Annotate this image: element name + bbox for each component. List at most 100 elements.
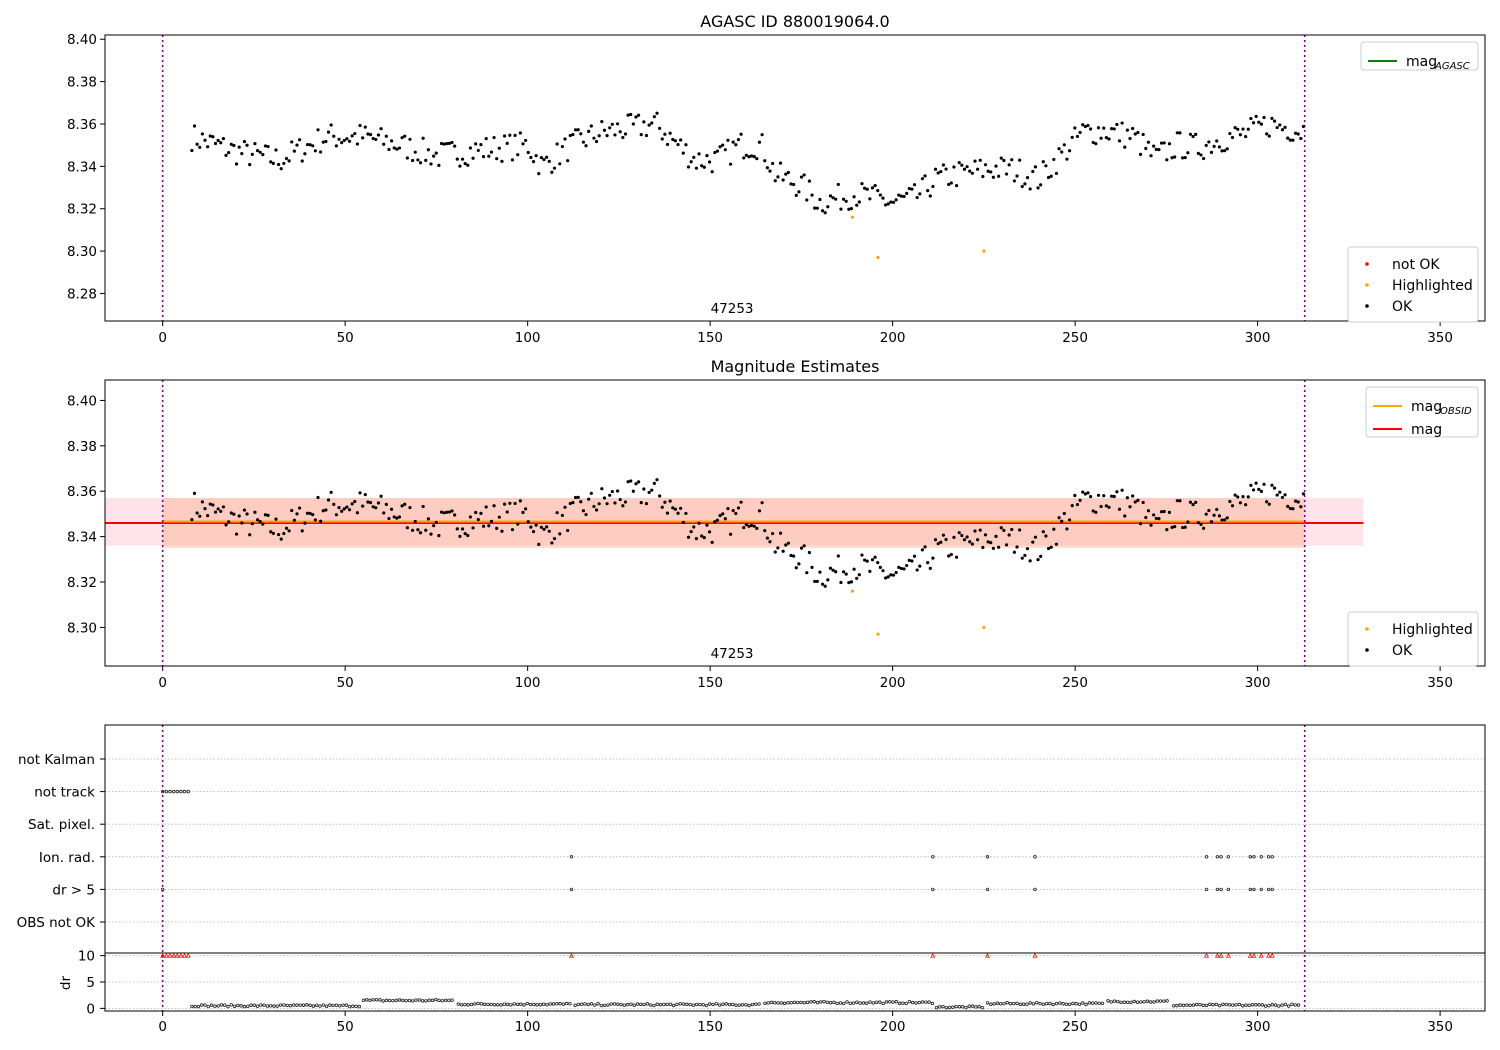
magest-ok-point: [710, 540, 714, 544]
agasc-ok-point: [1099, 136, 1103, 140]
agasc-ok-point: [1057, 147, 1061, 151]
magest-ok-point: [290, 508, 294, 513]
dr-point: [573, 1003, 577, 1008]
dr-point: [542, 1002, 546, 1006]
dr-point: [1244, 1003, 1248, 1007]
agasc-ok-point: [1157, 147, 1161, 152]
magest-ok-point: [1083, 492, 1087, 496]
dr-point: [424, 999, 428, 1003]
agasc-ok-point: [274, 148, 278, 152]
agasc-ok-point: [366, 132, 370, 136]
agasc-ok-point: [705, 153, 709, 158]
dr-point: [285, 1003, 289, 1008]
agasc-ok-point: [321, 140, 325, 144]
agasc-ok-point: [395, 147, 399, 151]
magest-ok-point: [1278, 490, 1282, 494]
magest-ok-point: [1301, 492, 1306, 496]
magest-ok-point: [547, 529, 551, 533]
agasc-ok-point: [1004, 172, 1009, 176]
magest-ok-point: [1078, 498, 1082, 502]
dr-point: [1178, 1003, 1182, 1007]
magest-ok-point: [1081, 490, 1085, 494]
magest-ok-point: [1044, 534, 1048, 538]
magest-ok-point: [1033, 535, 1038, 539]
agasc-ok-point: [1054, 171, 1059, 176]
agasc-ok-point: [860, 181, 864, 186]
agasc-x-tick-label: 350: [1427, 330, 1453, 346]
dr-point: [1155, 999, 1159, 1003]
flags-x-tick-label: 50: [337, 1019, 354, 1035]
agasc-ok-point: [747, 155, 751, 159]
agasc-ok-point: [728, 162, 733, 166]
agasc-ok-point: [1238, 133, 1242, 137]
agasc-ok-point: [505, 141, 509, 145]
agasc-ok-point: [910, 187, 914, 191]
magest-ok-point: [1010, 527, 1014, 532]
agasc-ok-point: [757, 140, 762, 144]
agasc-x-tick-label: 200: [880, 330, 906, 346]
magest-ok-point: [1031, 540, 1035, 544]
dr-point: [1296, 1003, 1301, 1007]
dr-point: [246, 1004, 250, 1009]
dr-point: [815, 1000, 820, 1005]
agasc-ok-point: [219, 141, 223, 145]
dr-point: [1231, 1003, 1235, 1007]
agasc-ok-point: [765, 166, 769, 170]
dr-point: [812, 1000, 816, 1004]
magest-ok-point: [363, 493, 367, 497]
magest-ok-point: [1107, 505, 1111, 509]
magest-ok-point: [1062, 511, 1066, 516]
magest-ok-point: [468, 515, 473, 519]
magest-ok-point: [579, 500, 583, 504]
agasc-ok-point: [965, 165, 969, 169]
magest-x-tick-label: 100: [515, 675, 541, 691]
dr-point: [427, 998, 431, 1002]
dr-point: [381, 999, 385, 1003]
agasc-ok-point: [663, 132, 667, 136]
agasc-ok-point: [1270, 116, 1274, 120]
dr-clipped-marker: [178, 952, 184, 958]
dr-point: [642, 1002, 646, 1007]
agasc-y-tick-label: 8.40: [67, 32, 97, 48]
agasc-ok-point: [1230, 135, 1235, 140]
dr-point: [525, 1001, 529, 1006]
dr-point: [1071, 1001, 1075, 1006]
magest-ok-point: [815, 579, 819, 584]
magest-ok-point: [739, 500, 743, 504]
magest-ok-point: [1251, 488, 1256, 492]
magest-ok-point: [250, 522, 254, 526]
dr-point: [612, 1002, 617, 1006]
agasc-ok-point: [679, 138, 683, 142]
dr-point: [1280, 1003, 1284, 1007]
magest-ok-point: [602, 496, 607, 500]
magest-ok-point: [516, 522, 520, 526]
agasc-obsid-label: 47253: [711, 301, 754, 317]
dr-point: [479, 1002, 483, 1006]
agasc-ok-point: [560, 144, 564, 149]
dr-point: [407, 998, 412, 1003]
magest-ok-point: [1115, 490, 1119, 494]
magest-ok-point: [970, 542, 974, 546]
dr-point: [1263, 1004, 1268, 1008]
dr-point: [665, 1002, 669, 1007]
magest-ok-point: [489, 519, 494, 523]
magest-ok-point: [232, 512, 236, 516]
agasc-ok-point: [1212, 144, 1216, 148]
magest-legend-marker-label: Highlighted: [1392, 622, 1473, 638]
dr-point: [678, 1002, 682, 1006]
magest-ok-point: [684, 511, 688, 516]
dr-point: [874, 1000, 879, 1005]
magest-ok-point: [1188, 500, 1193, 504]
magest-ok-point: [1131, 494, 1135, 498]
agasc-ok-point: [789, 182, 793, 186]
magest-ok-point: [792, 554, 796, 558]
magest-ok-point: [1123, 514, 1127, 518]
dr-point: [894, 1000, 898, 1004]
agasc-ok-point: [629, 112, 633, 117]
magest-ok-point: [276, 532, 281, 537]
dr-point: [1185, 1003, 1189, 1007]
agasc-ok-point: [1265, 132, 1269, 136]
agasc-ok-point: [269, 160, 273, 164]
magest-ok-point: [1060, 519, 1064, 523]
dr-point: [502, 1002, 506, 1006]
